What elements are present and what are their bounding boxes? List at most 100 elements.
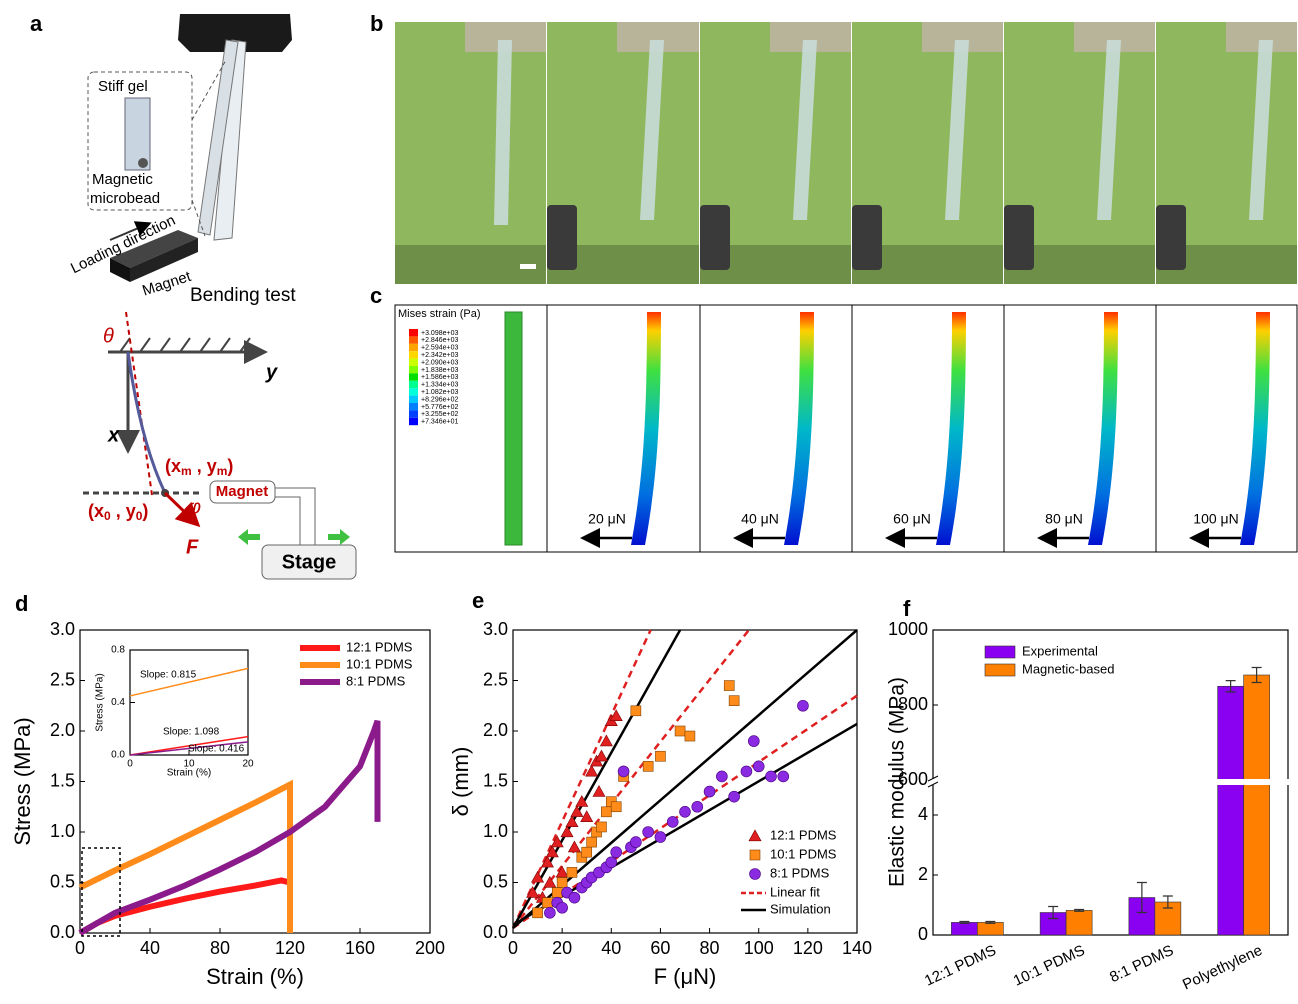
x-axis-title: Strain (%): [167, 768, 211, 779]
legend-label: 12:1 PDMS: [770, 827, 837, 842]
y-tick-label: 0.5: [50, 871, 75, 891]
x-tick-label: 12:1 PDMS: [922, 942, 999, 990]
bar: [1243, 674, 1270, 936]
panel-label: d: [15, 591, 28, 616]
panel-label: f: [903, 596, 911, 621]
panel-label: b: [370, 11, 383, 36]
y-tick-label: 1.0: [50, 821, 75, 841]
y-tick-label: 3.0: [50, 619, 75, 639]
legend-label: Linear fit: [770, 884, 820, 899]
scatter-point: [594, 749, 608, 762]
x-tick-label: 0: [508, 938, 518, 958]
sim-beam: [784, 312, 814, 545]
scatter-point: [526, 885, 540, 898]
legend-value: +1.082e+03: [421, 389, 458, 396]
legend-swatch: [409, 388, 418, 396]
scatter-point: [543, 875, 557, 888]
legend-swatch: [409, 410, 418, 418]
sim-beam: [1240, 312, 1270, 545]
y-tick-label: 2.0: [483, 720, 508, 740]
scatter-point: [777, 770, 790, 783]
x-tick-label: 140: [842, 938, 872, 958]
data-line: [78, 719, 381, 936]
panel-label: a: [30, 11, 43, 36]
photo-magnet: [1004, 205, 1034, 270]
photo-beam: [1249, 40, 1273, 220]
panel-a-illustration: [83, 14, 357, 580]
y-tick-label: 600: [898, 769, 928, 789]
scatter-point: [630, 705, 642, 717]
force-label: 100 μN: [1193, 511, 1238, 527]
panel-label: e: [472, 588, 484, 613]
stage-label: Stage: [282, 551, 336, 573]
legend-swatch: [409, 358, 418, 366]
coordinate-part: 0: [136, 509, 143, 523]
scatter-point: [531, 870, 545, 883]
scatter-point: [728, 790, 740, 803]
scatter-point: [565, 815, 579, 827]
scatter-point: [544, 906, 556, 919]
inset-label: Magnetic: [92, 171, 153, 188]
scatter-point: [568, 891, 581, 904]
scatter-point: [605, 856, 618, 869]
scatter-point: [592, 784, 606, 797]
coordinate-part: (x: [165, 456, 181, 476]
coordinate-part: (x: [88, 501, 104, 521]
x-tick-label: 60: [650, 938, 670, 958]
x-tick-label: Polyethylene: [1180, 942, 1265, 994]
legend-value: +5.776e+02: [421, 404, 458, 411]
scatter-point: [617, 765, 630, 778]
y-tick-label: 1.5: [483, 770, 508, 790]
scatter-point: [556, 877, 568, 888]
scatter-point: [655, 750, 666, 762]
legend-label: 12:1 PDMS: [346, 639, 413, 654]
error-bar: [1225, 680, 1236, 693]
x-tick-label: 8:1 PDMS: [1107, 942, 1176, 986]
fit-line: [512, 629, 858, 929]
axis-break-mark: [927, 775, 939, 788]
photo-beam: [793, 40, 817, 220]
legend-title: Mises strain (Pa): [398, 308, 481, 320]
legend-value: +2.846e+03: [421, 337, 458, 344]
x-tick-label: 120: [793, 938, 823, 958]
scatter-point: [610, 846, 623, 859]
scatter-point: [752, 760, 765, 773]
slope-annotation: Slope: 1.098: [163, 727, 220, 738]
bending-test: Bending test: [190, 285, 296, 306]
y-tick-label: 0.0: [483, 922, 508, 942]
scatter-point: [609, 709, 623, 721]
y-tick-label: 0.5: [483, 871, 508, 891]
photo-beam: [945, 40, 969, 220]
inset-label: microbead: [90, 190, 160, 207]
scatter-point: [601, 806, 612, 818]
theta: θ: [103, 325, 114, 347]
scatter-point: [540, 855, 554, 868]
legend-value: +1.586e+03: [421, 374, 458, 381]
scatter-point: [642, 826, 654, 838]
y-tick-label: 4: [918, 804, 928, 824]
sim-beam: [631, 312, 661, 545]
scatter-point: [765, 770, 777, 783]
bar: [1065, 910, 1093, 936]
scale-bar: [520, 264, 536, 269]
legend-swatch: [409, 336, 418, 344]
coordinate-part: , y: [111, 501, 136, 521]
phi: φ: [188, 496, 201, 518]
y-axis-title: Stress (MPa): [95, 673, 106, 731]
legend-value: +3.255e+02: [421, 411, 458, 418]
bar: [951, 922, 978, 936]
photo-magnet: [1156, 205, 1186, 270]
y-tick-label: 0.8: [111, 645, 125, 656]
y-tick-label: 0.4: [111, 697, 125, 708]
coordinate-part: ): [142, 501, 148, 521]
coordinate: (x0 , y0): [88, 501, 148, 523]
force-label: 60 μN: [893, 511, 931, 527]
scatter-point: [723, 680, 735, 691]
x-tick-label: 10:1 PDMS: [1011, 942, 1088, 990]
scatter-point: [610, 801, 622, 813]
legend-label: 10:1 PDMS: [346, 656, 413, 671]
legend-value: +1.334e+03: [421, 382, 458, 389]
scatter-point: [630, 836, 642, 848]
sim-beam: [1088, 312, 1118, 545]
